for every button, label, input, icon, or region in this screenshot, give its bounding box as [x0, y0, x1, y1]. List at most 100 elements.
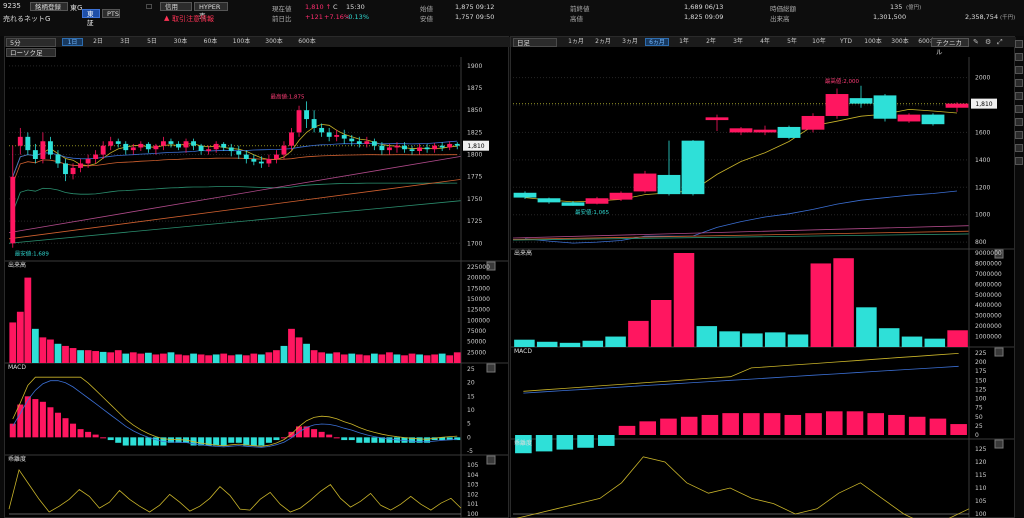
side-list-icon[interactable] — [1015, 105, 1023, 113]
daily-tab[interactable]: 100本 — [864, 38, 882, 45]
current-price-label: 1,810 — [975, 101, 992, 108]
candle-body — [609, 192, 633, 200]
hyper-sell-button[interactable]: HYPER売 — [194, 2, 228, 20]
daily-chart[interactable]: 2000180016001400120010008001,810最高値:2,00… — [511, 47, 1014, 518]
volume-axis-label: 25000 — [467, 349, 486, 356]
side-minimize-icon[interactable] — [1015, 53, 1023, 61]
macd-histogram-bar — [867, 413, 885, 435]
candle-body — [513, 192, 537, 198]
volume-bar — [190, 353, 197, 363]
intraday-tab[interactable]: 60本 — [203, 38, 218, 45]
daily-tab[interactable]: 6ヵ月 — [645, 38, 669, 46]
candle-body — [266, 159, 272, 164]
daily-tab[interactable]: 2ヵ月 — [595, 38, 611, 45]
macd-histogram-bar — [371, 437, 378, 443]
technical-button[interactable]: テクニカル — [931, 38, 969, 56]
volume-bar — [401, 355, 408, 363]
market-cap-label: 時価総額 — [770, 5, 796, 13]
volume-bar — [650, 300, 672, 347]
intraday-tab[interactable]: 2日 — [93, 38, 103, 45]
side-pen-icon[interactable] — [1015, 131, 1023, 139]
macd-histogram-bar — [107, 437, 114, 441]
checkbox-icon[interactable]: ☐ — [146, 3, 153, 11]
daily-tab[interactable]: 4年 — [760, 38, 770, 45]
volume-bar — [167, 352, 175, 363]
candle-body — [63, 163, 68, 175]
intraday-tab[interactable]: 100本 — [232, 38, 251, 45]
daily-tab[interactable]: 10年 — [812, 38, 826, 45]
macd-histogram-bar — [439, 437, 446, 441]
macd-histogram-bar — [220, 437, 227, 446]
macd-histogram-bar — [618, 425, 636, 435]
ratio-close-icon[interactable] — [486, 455, 496, 465]
macd-close-icon[interactable] — [994, 347, 1004, 357]
daily-tab[interactable]: 300本 — [891, 38, 909, 45]
macd-close-icon[interactable] — [486, 363, 496, 373]
ratio-close-icon[interactable] — [994, 439, 1004, 449]
stock-name: 売れるネットG — [3, 15, 51, 23]
candle-body — [47, 141, 53, 155]
volume-bar — [947, 330, 968, 347]
side-zoom-icon[interactable] — [1015, 92, 1023, 100]
long-term-average-line — [8, 179, 462, 240]
candle-body — [681, 140, 705, 195]
volume-bar — [160, 353, 167, 363]
volume-bar — [220, 353, 228, 363]
volume-close-icon[interactable] — [486, 261, 496, 271]
credit-button[interactable]: 信用 — [160, 2, 192, 11]
macd-histogram-bar — [722, 413, 739, 435]
volume-close-icon[interactable] — [994, 249, 1004, 259]
price-axis-label: 1750 — [467, 196, 482, 203]
ratio-axis-label: 115 — [975, 472, 987, 479]
watchlist-button[interactable]: 銘柄登録 — [30, 2, 68, 11]
tse-button[interactable]: 東証 — [82, 9, 100, 27]
pts-button[interactable]: PTS — [102, 9, 120, 18]
macd-histogram-bar — [597, 435, 615, 446]
expand-icon[interactable]: ⤢ — [997, 38, 1003, 46]
candle-body — [561, 202, 585, 206]
intraday-tab[interactable]: 30本 — [173, 38, 188, 45]
intraday-tab[interactable]: 3日 — [120, 38, 130, 45]
macd-histogram-bar — [929, 418, 947, 435]
long-term-average-line — [8, 200, 462, 244]
intraday-tab[interactable]: 5日 — [147, 38, 157, 45]
daily-tab[interactable]: 3年 — [733, 38, 743, 45]
interval-select[interactable]: 5分 — [6, 38, 56, 47]
daily-tab[interactable]: 5年 — [787, 38, 797, 45]
intraday-tab[interactable]: 1日 — [62, 38, 83, 46]
intraday-tab[interactable]: 600本 — [298, 38, 316, 45]
candle-body — [17, 136, 23, 146]
price-axis-label: 1700 — [467, 240, 482, 247]
volume-bar — [605, 336, 626, 347]
intraday-chart[interactable]: 1900 1875 1850 1825 1800 1775 1750 1725 1700 1,81… — [5, 57, 508, 518]
daily-tab[interactable]: 1年 — [679, 38, 689, 45]
side-close-icon[interactable] — [1015, 40, 1023, 48]
candle-body — [221, 143, 227, 148]
daily-tab[interactable]: 1ヵ月 — [568, 38, 584, 45]
ratio-title: 乖離度 — [8, 455, 26, 463]
volume-axis-label: 5000000 — [975, 292, 1002, 299]
daily-interval-select[interactable]: 日足 — [513, 38, 557, 47]
candle-body — [115, 141, 121, 144]
macd-histogram-bar — [85, 431, 92, 438]
volume-bar — [370, 353, 378, 363]
price-axis-label: 1400 — [975, 157, 990, 164]
daily-tab[interactable]: 2年 — [706, 38, 716, 45]
volume-bar — [393, 354, 401, 363]
side-layout-icon[interactable] — [1015, 79, 1023, 87]
daily-tab[interactable]: 600本 — [918, 38, 936, 45]
side-tool-icon[interactable] — [1015, 66, 1023, 74]
side-text-icon[interactable] — [1015, 144, 1023, 152]
price-axis-label: 1000 — [975, 212, 990, 219]
candle-body — [657, 174, 681, 195]
intraday-tab[interactable]: 300本 — [265, 38, 283, 45]
chart-type-select[interactable]: ローソク足 — [6, 48, 56, 57]
macd-histogram-bar — [535, 435, 553, 452]
turnover-value: 2,358,754 — [965, 13, 999, 21]
settings-icon[interactable]: ⚙ — [985, 38, 992, 46]
side-delete-icon[interactable] — [1015, 157, 1023, 165]
draw-icon[interactable]: ✎ — [973, 38, 979, 46]
side-cursor-icon[interactable] — [1015, 118, 1023, 126]
daily-tab[interactable]: 3ヵ月 — [622, 38, 638, 45]
daily-tab[interactable]: YTD — [840, 38, 852, 45]
